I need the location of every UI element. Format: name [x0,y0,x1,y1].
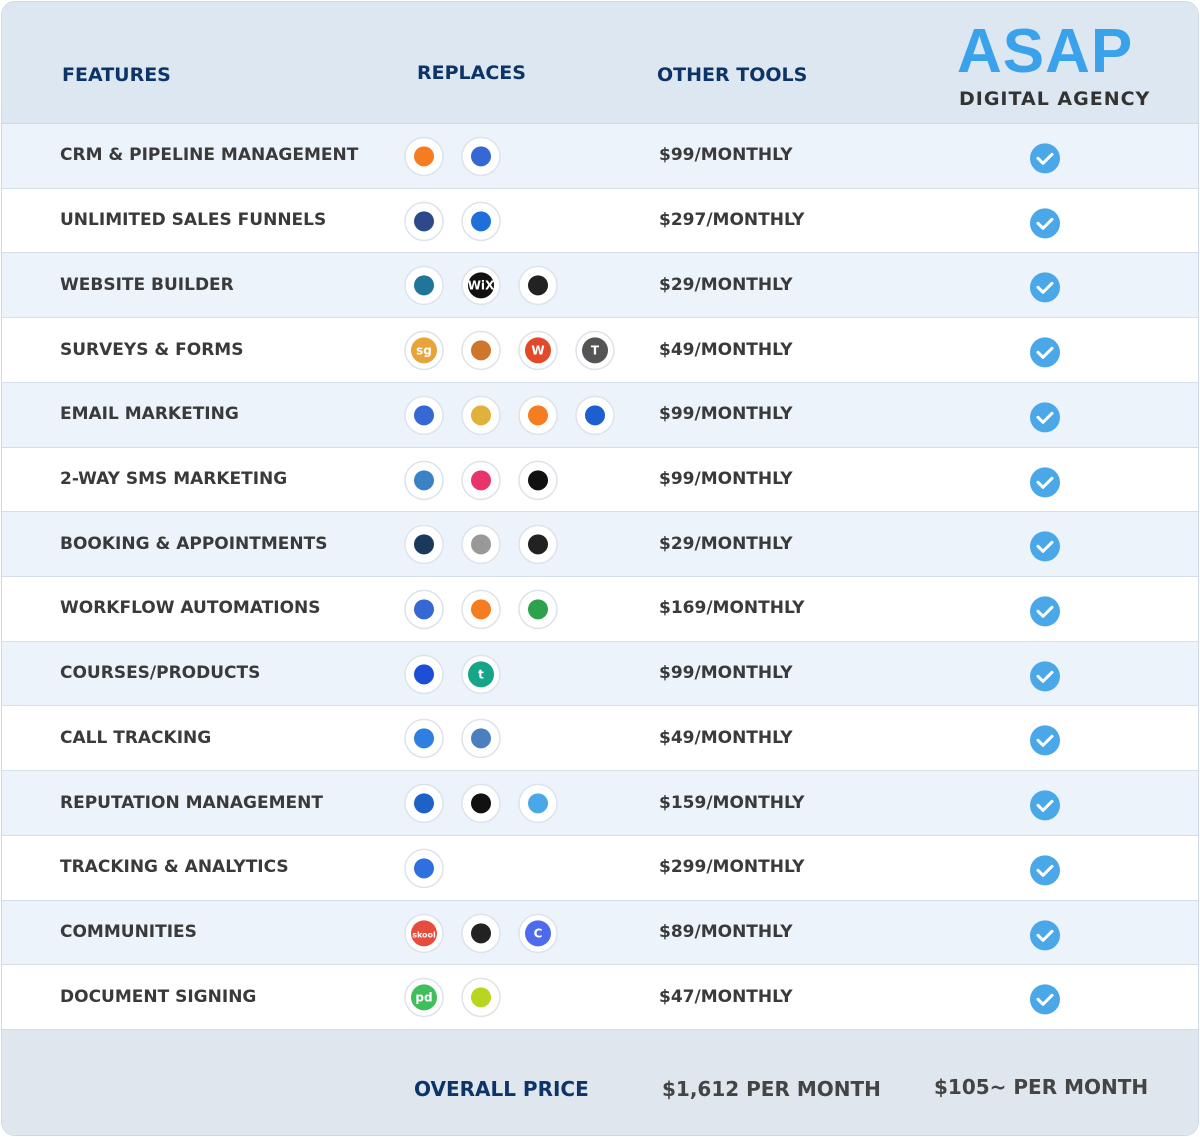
feature-name: SURVEYS & FORMS [60,339,244,360]
feature-name: DOCUMENT SIGNING [60,986,257,1007]
feature-name: EMAIL MARKETING [60,404,239,425]
row [2,706,1198,772]
price: $169/MONTHLY [659,598,805,619]
row [2,253,1198,319]
feature-name: COURSES/PRODUCTS [60,663,261,684]
row [2,641,1198,707]
price: $49/MONTHLY [659,727,793,748]
footer-label: OVERALL PRICE [414,1077,589,1101]
footer-other-total: $1,612 PER MONTH [662,1077,881,1101]
price: $47/MONTHLY [659,986,793,1007]
brand-subtitle: DIGITAL AGENCY [959,88,1151,110]
feature-name: TRACKING & ANALYTICS [60,857,289,878]
header [2,2,1198,124]
feature-name: UNLIMITED SALES FUNNELS [60,210,327,231]
row [2,577,1198,642]
feature-name: CALL TRACKING [60,727,212,748]
row [2,965,1198,1030]
row [2,447,1198,513]
row [2,835,1198,901]
price: $29/MONTHLY [659,274,793,295]
row [2,124,1198,189]
price: $159/MONTHLY [659,792,805,813]
feature-name: COMMUNITIES [60,921,197,942]
price: $89/MONTHLY [659,921,793,942]
feature-name: BOOKING & APPOINTMENTS [60,533,328,554]
price: $99/MONTHLY [659,468,793,489]
feature-name: REPUTATION MANAGEMENT [60,792,323,813]
price: $29/MONTHLY [659,533,793,554]
header-replaces: REPLACES [417,62,526,84]
price: $299/MONTHLY [659,857,805,878]
row [2,900,1198,966]
row [2,188,1198,254]
price: $99/MONTHLY [659,404,793,425]
row [2,771,1198,836]
feature-name: 2-WAY SMS MARKETING [60,468,288,489]
footer [2,1030,1198,1135]
header-features: FEATURES [62,64,171,86]
price: $49/MONTHLY [659,339,793,360]
feature-name: CRM & PIPELINE MANAGEMENT [60,145,359,166]
feature-name: WORKFLOW AUTOMATIONS [60,598,321,619]
row [2,512,1198,577]
price: $99/MONTHLY [659,145,793,166]
price: $297/MONTHLY [659,210,805,231]
brand-logo: ASAP [957,17,1134,86]
price: $99/MONTHLY [659,663,793,684]
header-other-tools: OTHER TOOLS [657,64,808,86]
feature-name: WEBSITE BUILDER [60,274,234,295]
footer-asap-total: $105~ PER MONTH [934,1075,1149,1099]
